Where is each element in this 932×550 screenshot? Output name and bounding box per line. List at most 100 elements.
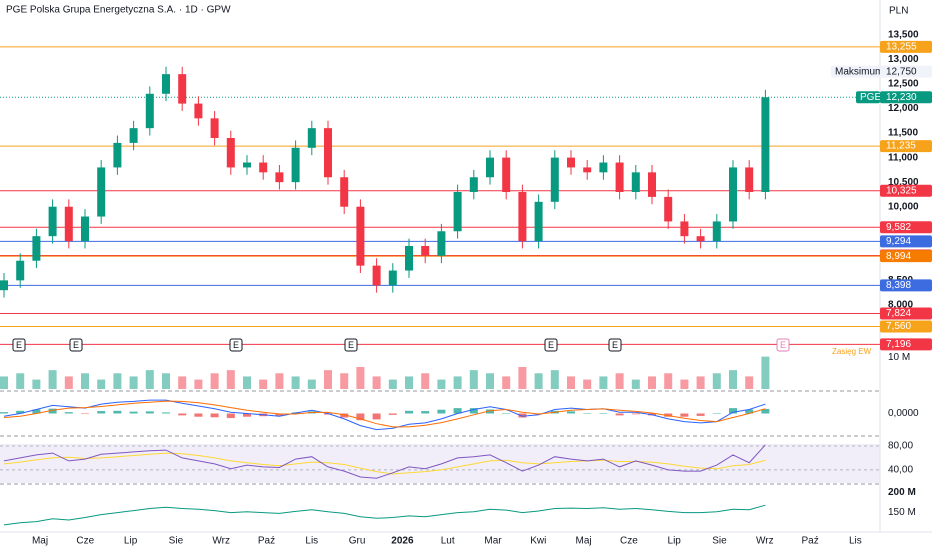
y-tick-label: 13,000 bbox=[888, 54, 919, 65]
macd-histogram-bar bbox=[0, 412, 8, 414]
level-label: 13,255 bbox=[886, 42, 917, 53]
macd-histogram-bar bbox=[761, 408, 770, 414]
level-label: 9,294 bbox=[886, 236, 911, 247]
candle-body bbox=[680, 221, 689, 237]
last-price-box bbox=[880, 91, 932, 104]
volume-bar bbox=[631, 379, 640, 389]
level-label-box bbox=[880, 320, 932, 333]
volume-bar bbox=[64, 376, 73, 389]
macd-histogram-bar bbox=[502, 413, 511, 414]
candle-body bbox=[469, 177, 478, 192]
macd-histogram-bar bbox=[680, 413, 689, 417]
level-label-box bbox=[880, 279, 932, 292]
macd-histogram-bar bbox=[388, 413, 397, 415]
x-tick-label: Lip bbox=[124, 536, 138, 547]
volume-bar bbox=[81, 373, 89, 389]
x-tick-label: Cze bbox=[620, 536, 638, 547]
event-marker bbox=[608, 338, 622, 352]
event-marker bbox=[344, 338, 358, 352]
y-tick-label: 10,500 bbox=[888, 177, 919, 188]
level-label: 7,824 bbox=[886, 308, 911, 319]
signal-line bbox=[3, 400, 766, 428]
volume-bar bbox=[243, 376, 251, 389]
y-tick-label: 0,0000 bbox=[888, 408, 919, 419]
candle-body bbox=[129, 128, 138, 143]
candle-body bbox=[259, 162, 268, 173]
y-tick-label: 40,00 bbox=[888, 464, 913, 475]
macd-histogram-bar bbox=[486, 409, 494, 414]
candle-body bbox=[631, 172, 640, 192]
y-tick-label: 150 M bbox=[888, 507, 916, 518]
volume-bar bbox=[599, 376, 608, 389]
volume-bar bbox=[340, 373, 349, 389]
event-label: E bbox=[73, 340, 79, 350]
candle-body bbox=[81, 216, 89, 242]
level-label-box bbox=[880, 40, 932, 53]
macd-histogram-bar bbox=[16, 410, 25, 414]
rsi-band bbox=[0, 444, 880, 483]
candle-body bbox=[550, 157, 559, 202]
max-label: Maksimum bbox=[835, 66, 883, 77]
macd-histogram-bar bbox=[162, 412, 170, 414]
macd-histogram-bar bbox=[226, 413, 235, 419]
level-label-box bbox=[880, 235, 932, 248]
y-tick-label: 200 M bbox=[888, 487, 916, 498]
volume-bar bbox=[307, 379, 316, 389]
volume-bar bbox=[291, 376, 300, 389]
candle-body bbox=[712, 221, 721, 242]
volume-bar bbox=[48, 370, 57, 389]
macd-histogram-bar bbox=[372, 413, 381, 420]
candle-body bbox=[405, 245, 413, 271]
candle-body bbox=[178, 74, 187, 104]
volume-bar bbox=[664, 373, 673, 389]
candle-body bbox=[194, 103, 203, 119]
volume-bar bbox=[729, 370, 737, 389]
volume-bar bbox=[16, 373, 25, 389]
x-tick-label: Kwi bbox=[530, 536, 546, 547]
x-tick-label: 2026 bbox=[391, 536, 414, 547]
volume-bar bbox=[372, 376, 381, 389]
candle-body bbox=[729, 167, 737, 222]
volume-bar bbox=[680, 379, 689, 389]
axes: 13,500 13,000 12,500 12,000 11,500 11,000 10,5… bbox=[32, 30, 932, 547]
macd-histogram-bar bbox=[129, 411, 138, 414]
macd-histogram-bar bbox=[340, 413, 349, 418]
volume-bar bbox=[453, 376, 462, 389]
macd-histogram-bar bbox=[113, 410, 122, 414]
last-price-label: 12,230 bbox=[886, 92, 917, 103]
candle-body bbox=[275, 172, 284, 183]
candle-body bbox=[16, 260, 25, 281]
candle-body bbox=[113, 142, 122, 168]
volume-bar bbox=[696, 376, 705, 389]
volume-bar bbox=[712, 373, 721, 389]
event-marker bbox=[229, 338, 243, 352]
candle-body bbox=[761, 97, 770, 192]
candle-body bbox=[599, 162, 608, 173]
macd-histogram-bar bbox=[745, 409, 754, 414]
macd-histogram-bar bbox=[696, 413, 705, 416]
volume-bar bbox=[324, 370, 332, 389]
volume-bar bbox=[388, 379, 397, 389]
symbol-box bbox=[856, 91, 880, 104]
volume-bar bbox=[226, 370, 235, 389]
level-label-box bbox=[880, 338, 932, 351]
candle-body bbox=[486, 157, 494, 178]
candle-body bbox=[372, 265, 381, 286]
chart-title: PGE Polska Grupa Energetyczna S.A. · 1D … bbox=[6, 5, 231, 16]
volume-bar bbox=[583, 379, 592, 389]
volume-bar bbox=[615, 373, 624, 389]
event-label: E bbox=[548, 340, 554, 350]
volume-bar bbox=[194, 379, 203, 389]
candle-body bbox=[518, 191, 527, 242]
macd-histogram-bar bbox=[631, 413, 640, 415]
macd-histogram-bar bbox=[194, 413, 203, 417]
level-label: 9,582 bbox=[886, 222, 911, 233]
y-tick-label: 10 M bbox=[888, 352, 910, 363]
level-label-box bbox=[880, 221, 932, 234]
macd-histogram-bar bbox=[324, 413, 332, 415]
x-tick-label: Sie bbox=[169, 536, 184, 547]
volume-bar bbox=[97, 379, 106, 389]
candle-body bbox=[583, 167, 592, 173]
volume-bar bbox=[178, 376, 187, 389]
